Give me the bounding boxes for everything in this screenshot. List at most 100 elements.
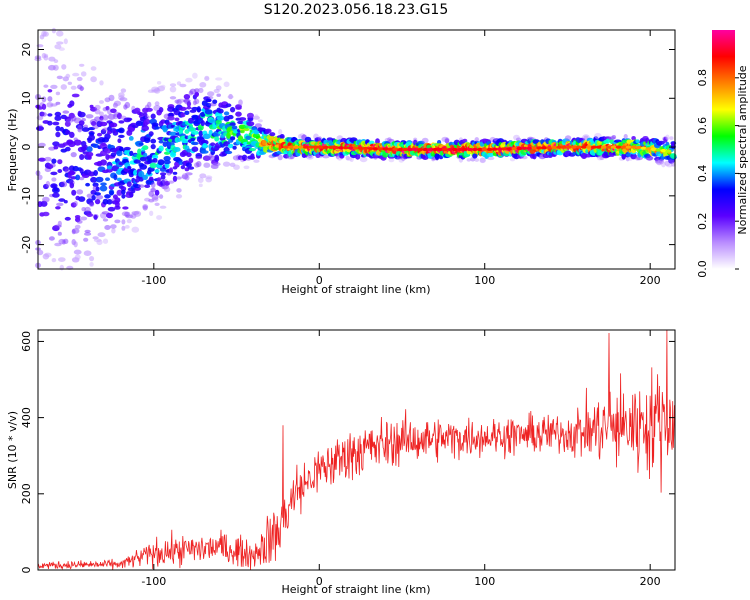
spectrogram-cell — [121, 225, 126, 231]
spectrogram-cell — [194, 98, 200, 105]
spectrogram-cell — [491, 147, 498, 151]
spectrogram-cell — [74, 254, 81, 260]
spectrogram-y-axis-label: Frequency (Hz) — [6, 109, 19, 192]
spectrogram-cell — [58, 47, 65, 51]
spectrogram-cell — [515, 137, 522, 142]
spectrogram-cell — [230, 136, 236, 141]
spectrogram-cell — [188, 157, 194, 164]
spectrogram-cell — [53, 59, 59, 63]
spectrogram-cell — [106, 212, 113, 219]
spectrogram-cell — [147, 101, 152, 108]
spectrogram-cell — [586, 145, 592, 149]
spectrogram-cell — [308, 145, 314, 149]
spectrogram-cell — [471, 147, 478, 152]
spectrogram-cell — [576, 145, 582, 149]
spectrogram-cell — [615, 145, 622, 149]
spectrogram-cell — [163, 186, 171, 193]
spectrogram-cell — [79, 85, 84, 92]
spectrogram-cell — [95, 195, 104, 200]
spectrogram-cell — [142, 174, 148, 180]
spectrogram-cell — [93, 214, 98, 220]
spectrogram-cell — [114, 197, 121, 204]
spectrogram-cell — [392, 147, 399, 151]
spectrogram-cell — [293, 145, 300, 149]
spectrogram-cell — [225, 150, 233, 155]
spectrogram-cell — [70, 85, 77, 90]
spectrogram-cell — [47, 120, 53, 126]
spectrogram-cell — [167, 180, 175, 184]
spectrogram-cell — [382, 147, 389, 151]
spectrogram-cell — [104, 194, 111, 199]
spectrogram-cell — [216, 93, 221, 97]
spectrogram-cell — [322, 145, 329, 149]
spectrogram-cell — [67, 170, 76, 175]
spectrogram-cell — [253, 129, 260, 135]
spectrogram-cell — [57, 220, 62, 227]
spectrogram-cell — [635, 146, 642, 150]
spectrogram-cell — [96, 239, 103, 246]
spectrogram-cell — [57, 169, 63, 173]
spectrogram-cell — [176, 176, 182, 180]
spectrogram-cell — [186, 152, 192, 158]
spectrogram-cell — [506, 147, 513, 151]
y-tick-label: -20 — [20, 236, 33, 254]
spectrogram-cell — [121, 219, 126, 225]
spectrogram-cell — [645, 147, 652, 151]
spectrogram-cell — [185, 162, 192, 168]
spectrogram-cell — [63, 200, 68, 204]
spectrogram-cell — [487, 156, 495, 161]
spectrogram-frame — [37, 29, 676, 270]
spectrogram-cell — [339, 154, 345, 159]
spectrogram-cell — [105, 177, 110, 181]
spectrogram-cell — [397, 147, 404, 152]
spectrogram-cell — [89, 202, 95, 208]
spectrogram-cell — [462, 138, 468, 143]
spectrogram-cell — [41, 96, 47, 103]
spectrogram-cell — [106, 199, 113, 205]
spectrogram-cell — [337, 146, 344, 150]
spectrogram-cell — [47, 96, 53, 102]
spectrogram-cell — [76, 220, 83, 224]
x-tick-label: -100 — [141, 575, 166, 588]
spectrogram-cell — [169, 83, 177, 87]
spectrogram-cell — [62, 110, 70, 114]
spectrogram-cell — [90, 76, 97, 83]
spectrogram-cell — [59, 264, 64, 271]
spectrogram-cell — [466, 158, 471, 162]
spectrogram-cell — [671, 162, 676, 167]
spectrogram-cell — [79, 176, 85, 181]
spectrogram-cell — [150, 181, 156, 189]
spectrogram-cell — [97, 132, 102, 137]
spectrogram-cell — [56, 75, 63, 80]
spectrogram-cell — [71, 189, 77, 196]
spectrogram-cell — [184, 174, 190, 181]
spectrogram-cell — [106, 165, 113, 170]
spectrogram-cell — [444, 137, 450, 143]
spectrogram-cell — [169, 96, 177, 100]
spectrogram-cell — [43, 84, 49, 88]
spectrogram-cell — [163, 159, 171, 165]
spectrogram-cell — [55, 206, 61, 210]
spectrogram-cell — [150, 187, 156, 192]
spectrogram-cell — [590, 145, 597, 149]
spectrogram-cell — [412, 147, 419, 152]
spectrogram-cell — [657, 140, 665, 145]
x-tick-label: 0 — [316, 575, 323, 588]
x-tick-label: 100 — [474, 274, 495, 287]
spectrogram-cell — [222, 161, 231, 167]
spectrogram-cell — [160, 174, 166, 180]
spectrogram-cell — [332, 145, 339, 150]
spectrogram-cell — [99, 118, 104, 123]
spectrogram-cell — [611, 135, 617, 140]
spectrogram-cell — [581, 145, 587, 149]
spectrogram-cell — [41, 103, 47, 110]
spectrogram-cell — [427, 147, 434, 152]
spectrogram-cell — [108, 94, 115, 102]
spectrogram-cell — [240, 129, 245, 134]
spectrogram-cell — [122, 158, 129, 164]
spectrogram-cell — [48, 163, 56, 168]
spectrogram-cell — [186, 101, 192, 107]
spectrogram-cell — [277, 154, 283, 161]
spectrogram-cell — [143, 152, 148, 158]
spectrogram-cell — [95, 176, 104, 183]
